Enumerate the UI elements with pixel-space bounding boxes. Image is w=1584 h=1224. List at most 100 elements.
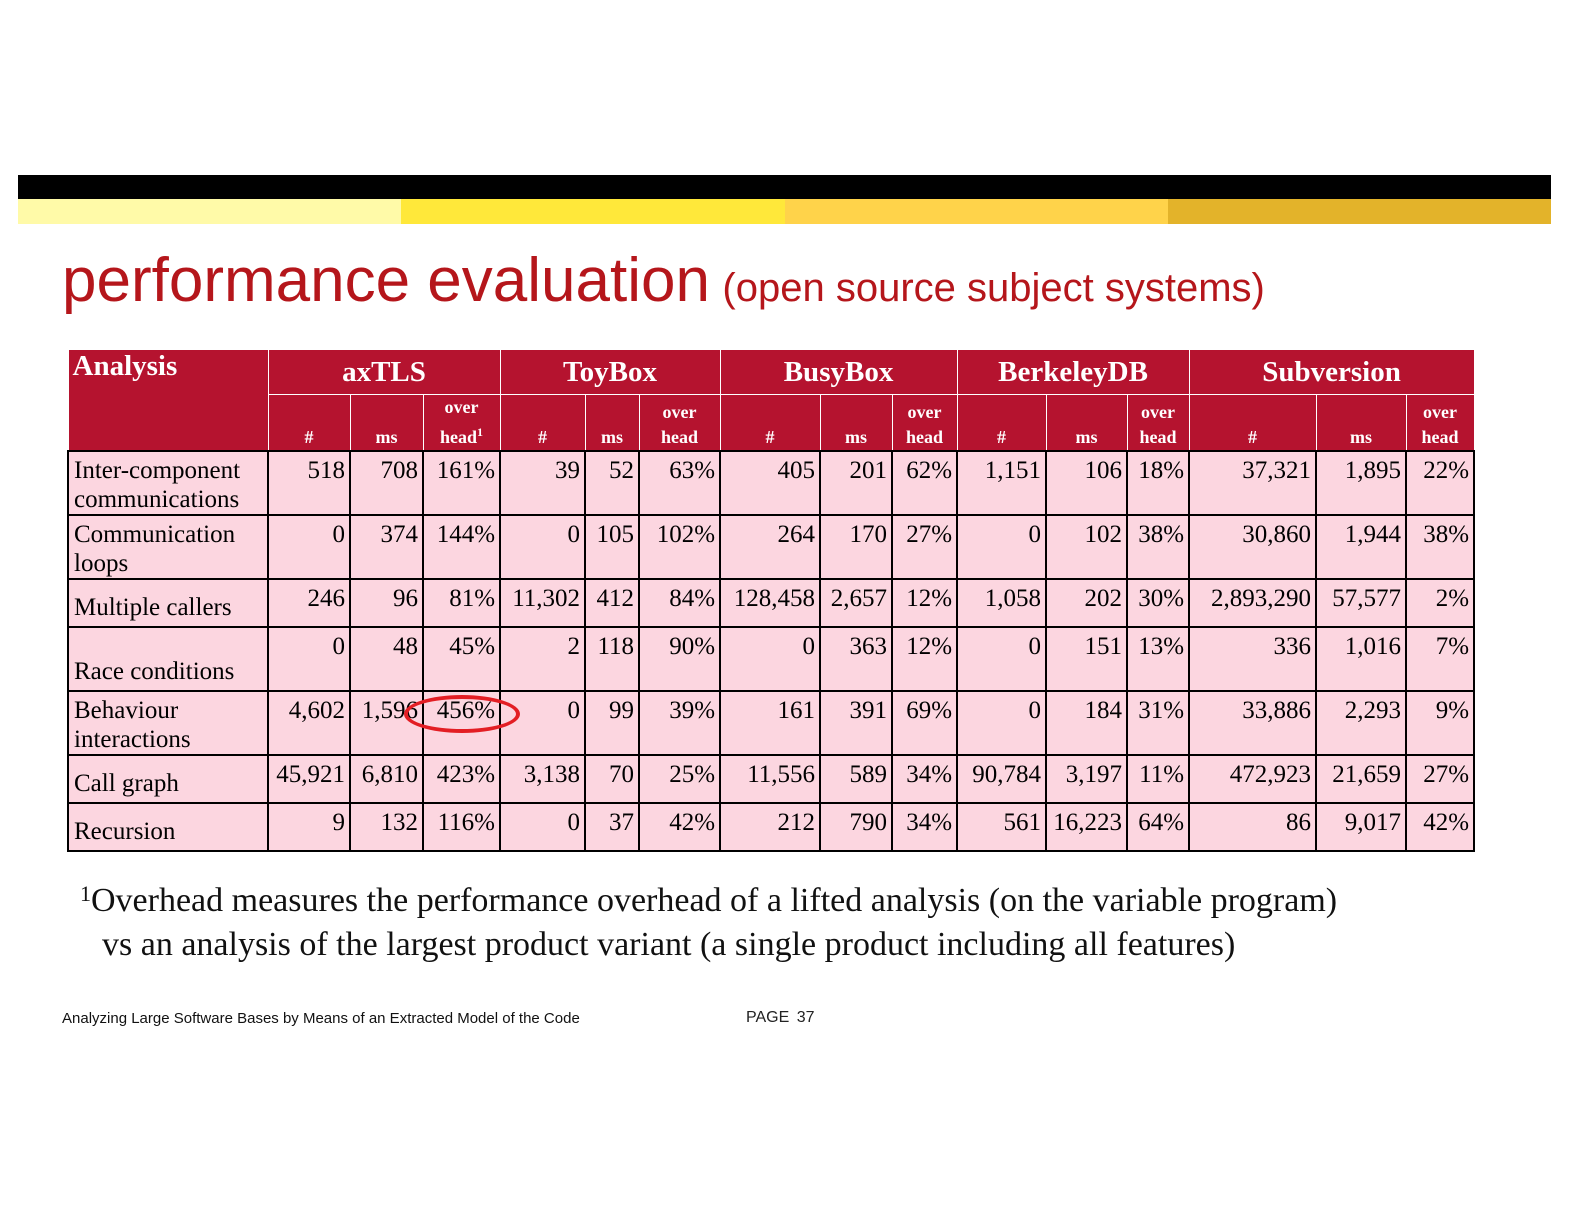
footnote-line-2: vs an analysis of the largest product va… — [102, 926, 1236, 963]
table-cell: 11,302 — [499, 578, 587, 628]
table-cell: 34% — [891, 802, 959, 852]
subheader-ms: ms — [1315, 394, 1407, 452]
table-cell: 456% — [404, 690, 520, 756]
table-cell: 1,016 — [1315, 626, 1408, 692]
table-cell: 25% — [638, 754, 722, 804]
table-cell: 42% — [1405, 802, 1476, 852]
subheader-ms: ms — [819, 394, 893, 452]
stripe-segment — [784, 199, 1168, 224]
table-cell: 1,151 — [956, 450, 1048, 516]
table-cell: 11% — [1126, 754, 1191, 804]
table-cell: 99 — [584, 690, 641, 756]
table-cell: 84% — [638, 578, 722, 628]
table-cell: 202 — [1045, 578, 1129, 628]
footnote-number: 1 — [80, 881, 91, 906]
table-cell: 201 — [819, 450, 894, 516]
table-cell: 128,458 — [719, 578, 822, 628]
table-row: Communication loops 0 374 144% 0 105 102% 264 17… — [67, 514, 1476, 580]
table-cell: 62% — [891, 450, 959, 516]
table-cell: 90% — [638, 626, 722, 692]
table-cell: 42% — [638, 802, 722, 852]
table-cell: 86 — [1188, 802, 1318, 852]
table-cell: 21,659 — [1315, 754, 1408, 804]
subheader-overhead: over head — [1126, 394, 1190, 452]
table-cell: 561 — [956, 802, 1048, 852]
row-label: Race conditions — [67, 626, 269, 692]
table-cell: 790 — [819, 802, 894, 852]
table-cell: 161% — [421, 450, 502, 516]
subheader-over: over — [1141, 402, 1176, 422]
row-label: Behaviour interactions — [67, 690, 269, 756]
table-cell: 2,657 — [819, 578, 894, 628]
table-cell: 33,886 — [1188, 690, 1318, 756]
table-cell: 708 — [349, 450, 424, 516]
table-subheader-row: # ms over head1 # ms over head # ms over he… — [68, 394, 1475, 452]
table-cell: 11,556 — [719, 754, 822, 804]
table-cell: 9% — [1405, 690, 1476, 756]
table-cell: 102% — [638, 514, 722, 580]
analysis-header: Analysis — [67, 349, 269, 452]
table-cell: 96 — [349, 578, 424, 628]
system-header-subversion: Subversion — [1188, 349, 1475, 395]
table-cell: 22% — [1405, 450, 1476, 516]
table-cell: 2 — [499, 626, 587, 692]
subheader-head: head — [440, 427, 478, 447]
table-cell: 70 — [584, 754, 641, 804]
table-cell: 27% — [891, 514, 959, 580]
stripe-segment — [18, 199, 402, 224]
table-cell: 2,293 — [1315, 690, 1408, 756]
table-cell: 27% — [1405, 754, 1476, 804]
table-cell: 363 — [819, 626, 894, 692]
table-row: Race conditions 0 48 45% 2 118 90% 0 363 12% 0 151 1… — [67, 626, 1476, 692]
table-cell: 13% — [1126, 626, 1191, 692]
table-cell: 39% — [638, 690, 722, 756]
table-cell: 12% — [891, 578, 959, 628]
table-cell: 81% — [421, 578, 502, 628]
table-cell: 90,784 — [956, 754, 1048, 804]
row-label: Communication loops — [67, 514, 269, 580]
highlighted-value: 456% — [436, 697, 496, 724]
table-cell: 1,895 — [1315, 450, 1408, 516]
table-cell: 144% — [421, 514, 502, 580]
row-label: Recursion — [67, 802, 269, 852]
table-cell: 374 — [349, 514, 424, 580]
subheader-count: # — [1188, 394, 1317, 452]
subheader-overhead: over head — [638, 394, 721, 452]
table-cell: 6,810 — [349, 754, 424, 804]
table-cell: 105 — [584, 514, 641, 580]
table-cell: 0 — [499, 690, 587, 756]
table-cell: 391 — [819, 690, 894, 756]
table-cell: 31% — [1126, 690, 1191, 756]
table-cell: 12% — [891, 626, 959, 692]
header-black-bar — [18, 175, 1551, 199]
table-cell: 472,923 — [1188, 754, 1318, 804]
table-cell: 38% — [1405, 514, 1476, 580]
table-cell: 3,197 — [1045, 754, 1129, 804]
table-cell: 0 — [956, 690, 1048, 756]
subheader-overhead: over head — [1405, 394, 1475, 452]
table-cell: 336 — [1188, 626, 1318, 692]
footnote-line-1: Overhead measures the performance overhe… — [91, 882, 1338, 919]
table-cell: 132 — [349, 802, 424, 852]
row-label: Inter-component communications — [67, 450, 269, 516]
subheader-head: head — [1421, 427, 1459, 447]
table-cell: 37 — [584, 802, 641, 852]
performance-table: Analysis axTLS ToyBox BusyBox BerkeleyDB… — [67, 349, 1476, 852]
table-cell: 518 — [267, 450, 351, 516]
table-cell: 0 — [267, 514, 351, 580]
subheader-head: head — [661, 427, 699, 447]
table-cell: 69% — [891, 690, 959, 756]
subheader-overhead: over head — [891, 394, 958, 452]
table-cell: 151 — [1045, 626, 1129, 692]
subheader-over: over — [1423, 402, 1458, 422]
subheader-head: head — [906, 427, 944, 447]
table-cell: 1,058 — [956, 578, 1048, 628]
table-cell: 106 — [1045, 450, 1129, 516]
table-cell: 246 — [267, 578, 351, 628]
table-cell: 30% — [1126, 578, 1191, 628]
table-cell: 18% — [1126, 450, 1191, 516]
table-cell: 4,602 — [267, 690, 351, 756]
table-cell: 45,921 — [267, 754, 351, 804]
table-cell: 0 — [499, 514, 587, 580]
table-cell: 9 — [267, 802, 351, 852]
